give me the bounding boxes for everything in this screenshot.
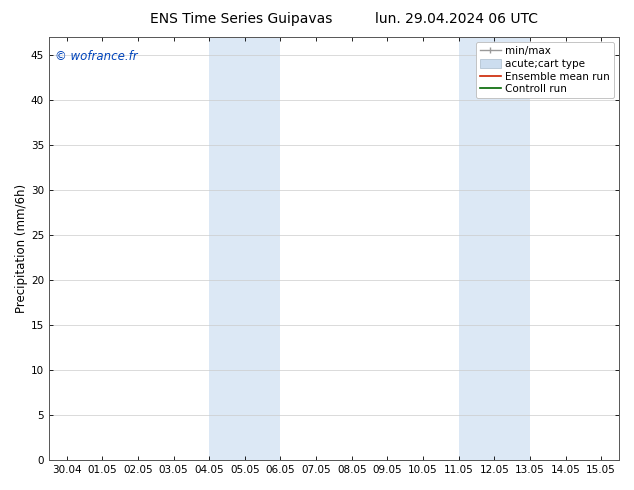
Bar — [458, 37, 495, 460]
Text: ENS Time Series Guipavas: ENS Time Series Guipavas — [150, 12, 332, 26]
Text: © wofrance.fr: © wofrance.fr — [55, 50, 137, 63]
Y-axis label: Precipitation (mm/6h): Precipitation (mm/6h) — [15, 184, 28, 313]
Text: lun. 29.04.2024 06 UTC: lun. 29.04.2024 06 UTC — [375, 12, 538, 26]
Bar — [495, 37, 530, 460]
Legend: min/max, acute;cart type, Ensemble mean run, Controll run: min/max, acute;cart type, Ensemble mean … — [476, 42, 614, 98]
Bar — [245, 37, 280, 460]
Bar — [209, 37, 245, 460]
